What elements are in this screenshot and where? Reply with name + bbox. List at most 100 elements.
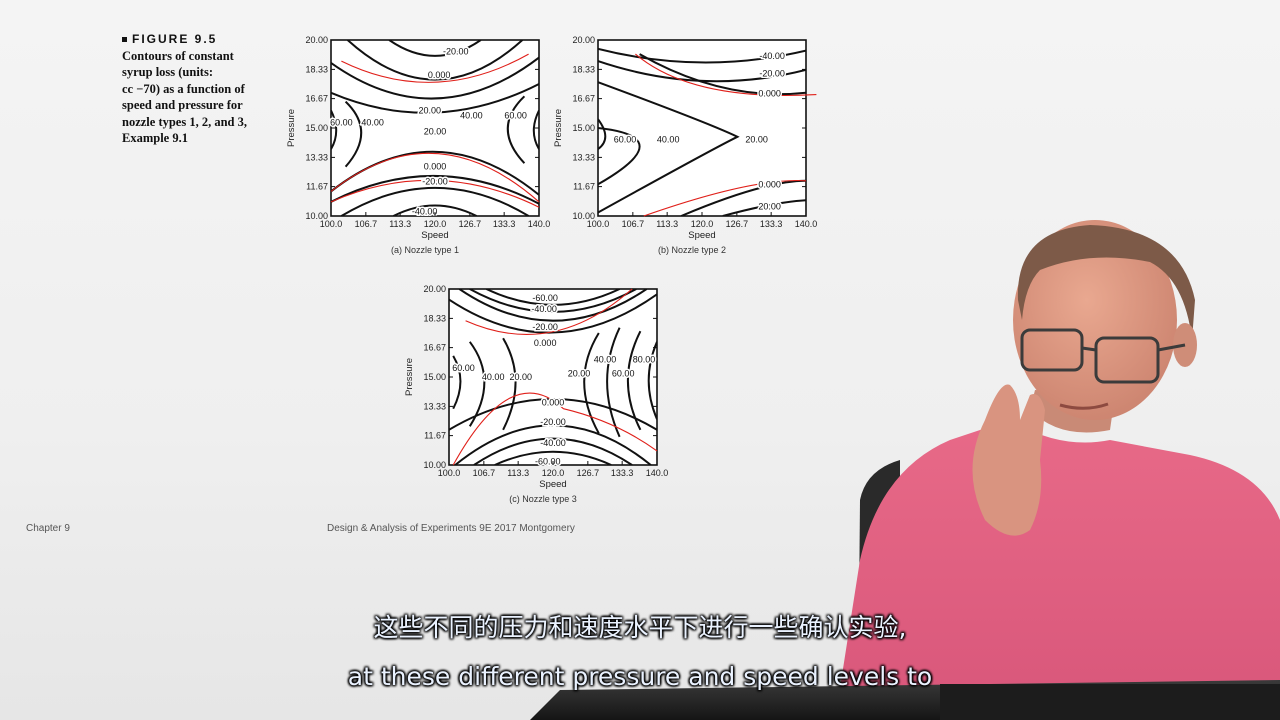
contour-label: -40.00 [759,51,785,61]
y-tick-label: 18.33 [572,64,595,74]
subtitle-english: at these different pressure and speed le… [347,662,933,691]
caption-line: nozzle types 1, 2, and 3, [122,114,247,129]
contour-label: 0.000 [542,398,565,408]
contour-line [485,289,621,306]
x-tick-label: 126.7 [459,219,482,229]
y-tick-label: 13.33 [305,152,328,162]
contour-label: -20.00 [540,417,566,427]
y-axis-label: Pressure [286,109,297,147]
contour-lines [331,40,539,216]
caption-line: cc −70) as a function of [122,81,245,96]
contour-label: 40.00 [594,354,617,364]
contour-line [469,289,637,313]
y-tick-label: 11.67 [424,431,446,441]
red-annotation-line [341,53,529,83]
contour-lines [598,47,806,216]
annotation-strokes [330,53,540,208]
x-tick-label: 120.0 [542,468,565,478]
contour-label: 80.00 [633,354,656,364]
figure-label-row: FIGURE 9.5 [122,31,272,48]
x-tick-label: 126.7 [577,468,600,478]
x-tick-label: 140.0 [528,219,551,229]
contour-line [346,40,524,81]
x-tick-label: 106.7 [622,219,645,229]
contour-label: -20.00 [759,68,785,78]
contour-line [680,179,806,216]
contour-line [331,56,539,100]
bullet-square-icon [122,37,127,43]
contour-label: 0.000 [428,70,451,80]
contour-label: -60.00 [532,293,558,303]
y-tick-label: 20.00 [572,35,595,45]
y-tick-label: 13.33 [423,401,446,411]
y-tick-label: 16.67 [305,94,328,104]
red-annotation-line [452,392,658,466]
contour-line [331,174,539,205]
contour-line [454,424,652,465]
y-tick-label: 18.33 [423,313,446,323]
y-tick-label: 10.00 [572,211,595,221]
y-axis-label: Pressure [404,358,415,396]
x-tick-label: 106.7 [355,219,378,229]
contour-line [449,293,657,334]
y-tick-label: 15.00 [572,123,595,133]
caption-text: Contours of constant syrup loss (units: … [122,48,272,147]
contour-label: 20.00 [745,134,768,144]
contour-label: 60.00 [504,111,527,121]
y-tick-label: 10.00 [305,211,328,221]
red-annotation-line [330,179,540,208]
y-tick-label: 20.00 [305,35,328,45]
x-tick-label: 113.3 [656,219,678,229]
plot-frame [597,39,807,217]
contour-label: 60.00 [612,368,635,378]
contour-line [331,109,338,150]
red-annotation-line [330,152,540,203]
x-axis-label: Speed [539,479,566,490]
x-tick-label: 126.7 [726,219,749,229]
contour-label: 60.00 [452,363,475,373]
contour-label: 40.00 [657,134,680,144]
contour-line [627,330,642,431]
red-annotation-line [643,179,807,217]
contour-label: 40.00 [460,111,483,121]
contour-line [494,450,612,465]
contour-label: 0.000 [534,338,557,348]
contour-line [647,341,657,420]
contour-label: 20.00 [424,127,447,137]
y-tick-label: 15.00 [423,372,446,382]
x-tick-label: 120.0 [424,219,447,229]
figure-label: FIGURE 9.5 [132,32,218,46]
x-tick-label: 100.0 [320,219,343,229]
y-tick-label: 13.33 [572,152,595,162]
contour-line [639,53,806,96]
contour-label: -40.00 [412,207,438,217]
x-tick-label: 120.0 [691,219,714,229]
chart-subcaption: (b) Nozzle type 2 [658,245,726,255]
contour-label: -20.00 [443,46,469,56]
y-tick-label: 16.67 [423,343,446,353]
contour-line [502,337,517,431]
contour-line [331,83,539,114]
contour-label: 60.00 [330,118,353,128]
y-tick-label: 16.67 [572,94,595,104]
annotation-strokes [452,288,658,466]
contour-label: 0.000 [758,179,781,189]
contour-line [392,204,478,216]
y-tick-label: 10.00 [423,460,446,470]
x-tick-label: 140.0 [646,468,669,478]
contour-chart-nozzle-1: -20.00 0.000 20.00 60.00 40.00 20.00 40.00 60.0… [286,35,551,255]
x-tick-label: 113.3 [389,219,411,229]
y-tick-label: 15.00 [305,123,328,133]
contour-line [598,47,806,64]
chart-subcaption: (a) Nozzle type 1 [391,245,459,255]
footer-source: Design & Analysis of Experiments 9E 2017… [327,523,575,534]
contour-label: 20.00 [509,372,532,382]
caption-line: speed and pressure for [122,98,243,112]
contour-lines [449,289,657,465]
contour-line [468,341,486,427]
x-tick-label: 100.0 [438,468,461,478]
contour-label: 20.00 [758,201,781,211]
contour-label: 20.00 [568,368,591,378]
x-tick-label: 133.3 [611,468,634,478]
